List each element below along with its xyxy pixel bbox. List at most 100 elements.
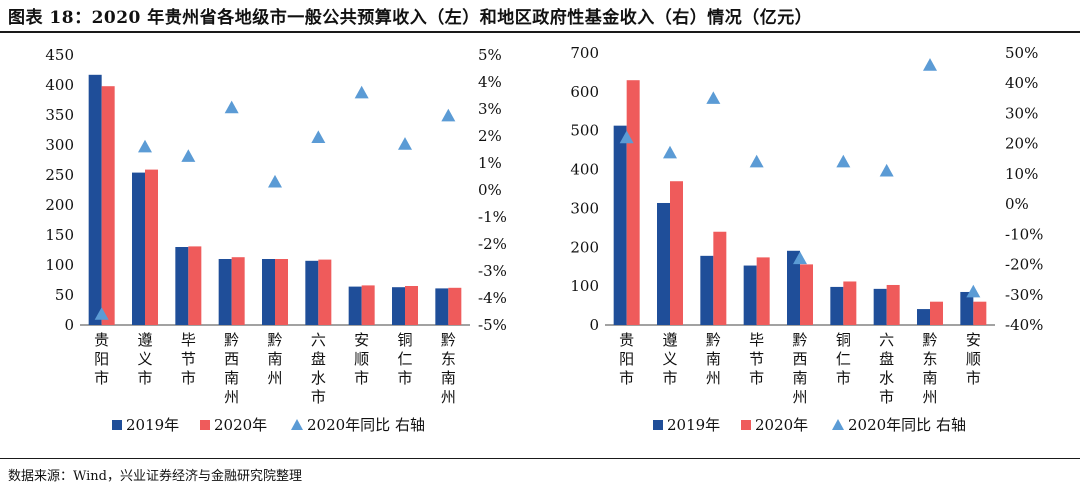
- bar-2020: [843, 281, 857, 325]
- bar-2019: [348, 286, 362, 325]
- bar-2019: [88, 74, 102, 325]
- y2-tick-label: -4%: [478, 289, 507, 307]
- y-tick-label: 400: [45, 76, 74, 94]
- chart-budget-revenue: 0 50 100 150 200 250 300 350 400 450 -5% -4% -3% -2% -…: [45, 46, 507, 434]
- yoy-marker: [441, 108, 456, 122]
- bar-2020: [275, 259, 288, 325]
- y-tick-label: 400: [570, 161, 599, 179]
- yoy-marker: [354, 85, 369, 99]
- y2-tick-label: 2%: [478, 127, 502, 145]
- y2-tick-label: 1%: [478, 154, 502, 172]
- bar-2020: [361, 285, 375, 325]
- bar-2019: [613, 125, 627, 325]
- y-tick-label: 350: [45, 106, 74, 124]
- x-tick-label: 黔西南州: [224, 331, 239, 406]
- yoy-marker: [966, 284, 981, 298]
- y-tick-label: 100: [570, 277, 599, 295]
- y2-tick-label: 50%: [1005, 44, 1038, 62]
- bar-2020: [930, 301, 943, 325]
- y-tick-label: 0: [589, 316, 599, 334]
- bar-2020: [231, 257, 245, 325]
- x-tick-label: 黔南州: [267, 331, 282, 387]
- y-tick-label: 300: [570, 199, 599, 217]
- bar-2019: [743, 265, 757, 325]
- legend-label-2019: 2019年: [667, 416, 720, 434]
- bar-2019: [830, 286, 844, 325]
- yoy-marker: [181, 149, 196, 162]
- source-rule: [0, 458, 1080, 459]
- yoy-marker: [706, 91, 721, 104]
- yoy-marker: [836, 154, 851, 168]
- x-tick-label: 毕节市: [749, 331, 764, 387]
- y-tick-label: 200: [570, 238, 599, 256]
- y-tick-label: 300: [45, 136, 74, 154]
- bar-2019: [175, 247, 189, 325]
- legend-swatch-2019: [112, 420, 122, 430]
- title-rule: [0, 31, 1080, 33]
- y-tick-label: 200: [45, 196, 74, 214]
- y2-tick-label: 0%: [1005, 195, 1029, 213]
- bar-2020: [626, 80, 640, 325]
- y2-tick-label: 4%: [478, 73, 502, 91]
- bar-2019: [262, 259, 275, 325]
- yoy-marker: [793, 251, 807, 265]
- y-tick-label: 700: [570, 44, 599, 62]
- yoy-marker: [923, 58, 937, 71]
- x-tick-label: 安顺市: [966, 331, 981, 387]
- x-tick-label: 六盘水市: [311, 331, 326, 406]
- y2-tick-label: -10%: [1005, 225, 1043, 243]
- bar-2020: [713, 231, 727, 325]
- yoy-marker: [138, 139, 152, 153]
- legend: 2019年 2020年 2020年同比 右轴: [112, 416, 425, 434]
- legend-label-2020: 2020年: [214, 416, 267, 434]
- bar-2019: [917, 309, 930, 325]
- legend-label-2020: 2020年: [755, 416, 808, 434]
- x-tick-label: 黔南州: [706, 331, 721, 387]
- yoy-marker: [749, 154, 764, 168]
- x-tick-label: 贵阳市: [94, 331, 109, 387]
- y-tick-label: 150: [45, 226, 74, 244]
- figure-title: 图表 18：2020 年贵州省各地级市一般公共预算收入（左）和地区政府性基金收入…: [8, 8, 813, 28]
- bar-2019: [435, 288, 449, 325]
- bar-2020: [800, 264, 813, 325]
- y-tick-label: 450: [45, 46, 74, 64]
- bar-2020: [145, 169, 158, 325]
- bar-2020: [101, 86, 115, 325]
- x-tick-label: 黔东南州: [922, 331, 937, 406]
- y-tick-label: 100: [45, 256, 74, 274]
- y2-tick-label: -2%: [478, 235, 507, 253]
- chart-fund-revenue: 0 100 200 300 400 500 600 700 -40% -30% -20% -10% 0%…: [570, 44, 1043, 434]
- y-tick-label: 500: [570, 122, 599, 140]
- y2-tick-label: 0%: [478, 181, 502, 199]
- yoy-marker: [663, 145, 677, 159]
- bar-2019: [873, 288, 887, 325]
- bar-2019: [392, 287, 405, 325]
- y2-tick-label: 40%: [1005, 74, 1038, 92]
- bar-2019: [700, 255, 714, 325]
- x-tick-label: 安顺市: [354, 331, 369, 387]
- bar-2020: [318, 259, 332, 325]
- y2-tick-label: 20%: [1005, 135, 1038, 153]
- bar-2019: [132, 172, 145, 325]
- y2-tick-label: -20%: [1005, 256, 1043, 274]
- y2-tick-label: -5%: [478, 316, 507, 334]
- x-tick-label: 六盘水市: [879, 331, 894, 406]
- legend-swatch-2020: [741, 420, 751, 430]
- x-tick-label: 黔西南州: [792, 331, 807, 406]
- legend-swatch-2019: [653, 420, 663, 430]
- bar-2019: [960, 291, 974, 325]
- yoy-marker: [879, 163, 894, 177]
- y2-tick-label: 30%: [1005, 104, 1038, 122]
- legend-label-yoy: 2020年同比 右轴: [848, 416, 966, 434]
- legend-swatch-yoy: [832, 419, 844, 430]
- y-tick-label: 50: [55, 286, 74, 304]
- yoy-marker: [94, 307, 109, 320]
- x-tick-label: 遵义市: [662, 331, 677, 387]
- bar-2020: [973, 301, 987, 325]
- x-tick-label: 贵阳市: [619, 331, 634, 387]
- yoy-marker: [398, 137, 412, 150]
- bar-2019: [218, 259, 232, 325]
- bar-2020: [405, 286, 418, 325]
- bar-2019: [657, 202, 670, 325]
- x-tick-label: 毕节市: [181, 331, 196, 387]
